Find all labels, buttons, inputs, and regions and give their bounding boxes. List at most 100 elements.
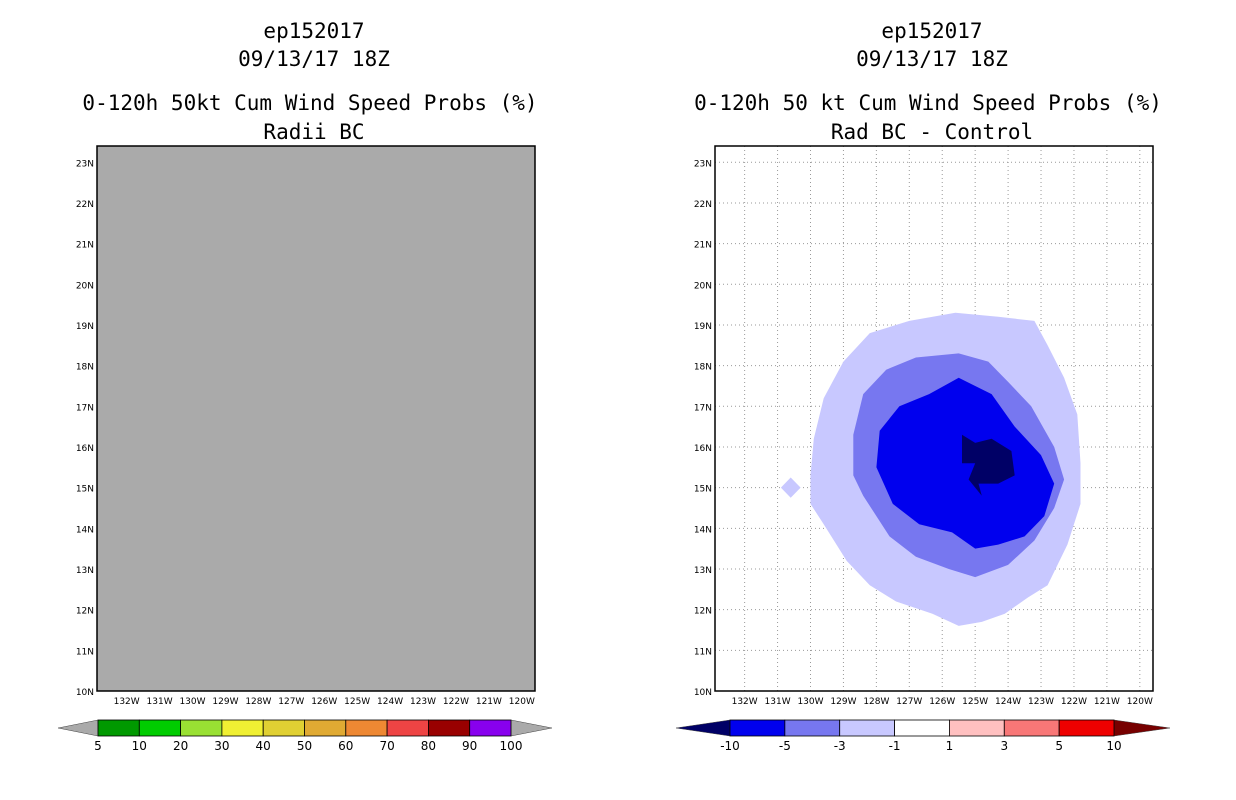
left-xtick-label: 126W	[311, 697, 337, 707]
right-title-line2: 09/13/17 18Z	[856, 47, 1008, 71]
left-ytick-label: 13N	[76, 566, 94, 576]
right-colorbar-swatch	[784, 719, 841, 737]
left-ytick-label: 22N	[76, 200, 94, 210]
right-ytick-label: 21N	[694, 241, 712, 251]
right-ytick-label: 10N	[694, 688, 712, 698]
right-ytick-label: 16N	[694, 444, 712, 454]
left-xtick-label: 131W	[147, 697, 173, 707]
right-xtick-label: 123W	[1028, 697, 1054, 707]
left-xtick-label: 132W	[114, 697, 140, 707]
right-colorbar-label: 1	[946, 739, 954, 753]
left-colorbar-label: 60	[338, 739, 353, 753]
right-title-line1: ep152017	[881, 19, 983, 43]
left-colorbar-high-arrow	[510, 719, 553, 737]
left-colorbar-low-arrow	[57, 719, 99, 737]
left-ytick-label: 20N	[76, 281, 94, 291]
right-colorbar-swatch	[839, 719, 895, 737]
right-ytick-label: 14N	[694, 525, 712, 535]
left-colorbar-label: 100	[500, 739, 523, 753]
left-xtick-label: 127W	[278, 697, 304, 707]
left-xtick-label: 123W	[410, 697, 436, 707]
right-colorbar-label: -1	[889, 739, 901, 753]
right-colorbar-low-arrow	[675, 719, 731, 737]
right-colorbar-swatch	[1003, 719, 1060, 737]
left-colorbar-label: 20	[173, 739, 188, 753]
left-colorbar-swatch	[180, 719, 223, 737]
left-xtick-label: 120W	[509, 697, 535, 707]
left-ytick-label: 16N	[76, 444, 94, 454]
left-ytick-label: 18N	[76, 363, 94, 373]
right-colorbar-label: -10	[720, 739, 740, 753]
right-ytick-label: 22N	[694, 200, 712, 210]
left-ytick-label: 11N	[76, 647, 94, 657]
left-colorbar-swatch	[262, 719, 305, 737]
right-xtick-label: 131W	[765, 697, 791, 707]
right-xtick-label: 126W	[929, 697, 955, 707]
right-ytick-label: 23N	[694, 159, 712, 169]
right-plot-frame	[714, 145, 1154, 692]
right-colorbar-high-arrow	[1113, 719, 1171, 737]
right-ytick-label: 18N	[694, 363, 712, 373]
left-xtick-label: 124W	[377, 697, 403, 707]
left-plot-area	[97, 146, 535, 691]
right-xtick-label: 120W	[1127, 697, 1153, 707]
left-ytick-label: 21N	[76, 241, 94, 251]
right-colorbar-label: 3	[1000, 739, 1008, 753]
right-colorbar-swatch	[949, 719, 1005, 737]
right-ytick-label: 17N	[694, 403, 712, 413]
right-colorbar-swatch	[894, 719, 950, 737]
right-subtitle: Rad BC - Control	[830, 120, 1034, 144]
left-colorbar-label: 30	[214, 739, 229, 753]
left-colorbar-swatch	[427, 719, 471, 737]
left-colorbar-label: 80	[421, 739, 436, 753]
left-colorbar-swatch	[386, 719, 429, 737]
right-colorbar-label: 5	[1055, 739, 1063, 753]
right-xtick-label: 132W	[732, 697, 758, 707]
right-colorbar-label: -3	[834, 739, 846, 753]
left-xtick-label: 121W	[476, 697, 502, 707]
left-colorbar-swatch	[221, 719, 264, 737]
left-title-line1: ep152017	[263, 19, 365, 43]
right-colorbar-label: -5	[779, 739, 791, 753]
left-title-line3: 0-120h 50kt Cum Wind Speed Probs (%)	[82, 91, 538, 115]
left-title-line2: 09/13/17 18Z	[238, 47, 390, 71]
right-ytick-label: 20N	[694, 281, 712, 291]
right-xtick-label: 121W	[1094, 697, 1120, 707]
right-ytick-label: 13N	[694, 566, 712, 576]
left-ytick-label: 12N	[76, 607, 94, 617]
left-ytick-label: 23N	[76, 159, 94, 169]
right-xtick-label: 122W	[1061, 697, 1087, 707]
right-ytick-label: 12N	[694, 607, 712, 617]
right-colorbar-swatch	[1058, 719, 1115, 737]
left-colorbar-swatch	[138, 719, 182, 737]
left-xtick-label: 128W	[245, 697, 271, 707]
left-colorbar-label: 40	[256, 739, 271, 753]
left-xtick-label: 122W	[443, 697, 469, 707]
left-subtitle: Radii BC	[263, 120, 365, 144]
left-colorbar-swatch	[345, 719, 388, 737]
right-title-line3: 0-120h 50 kt Cum Wind Speed Probs (%)	[694, 91, 1162, 115]
left-ytick-label: 10N	[76, 688, 94, 698]
left-colorbar-label: 50	[297, 739, 312, 753]
left-colorbar-label: 5	[94, 739, 102, 753]
left-colorbar-label: 10	[132, 739, 147, 753]
left-xtick-label: 130W	[179, 697, 205, 707]
left-colorbar-label: 90	[462, 739, 477, 753]
left-colorbar-label: 70	[379, 739, 394, 753]
right-xtick-label: 124W	[995, 697, 1021, 707]
right-contour-4	[962, 434, 1015, 496]
right-xtick-label: 128W	[863, 697, 889, 707]
right-ytick-label: 11N	[694, 647, 712, 657]
left-ytick-label: 14N	[76, 525, 94, 535]
left-ytick-label: 19N	[76, 322, 94, 332]
left-colorbar-swatch	[469, 719, 512, 737]
left-xtick-label: 129W	[212, 697, 238, 707]
left-ytick-label: 17N	[76, 403, 94, 413]
right-xtick-label: 130W	[797, 697, 823, 707]
right-colorbar-label: 10	[1106, 739, 1121, 753]
right-contour-1	[780, 477, 801, 498]
right-ytick-label: 15N	[694, 485, 712, 495]
left-colorbar-swatch	[97, 719, 140, 737]
right-xtick-label: 129W	[830, 697, 856, 707]
